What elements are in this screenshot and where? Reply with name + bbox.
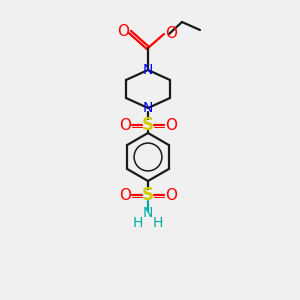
Text: O: O [119,118,131,133]
Text: O: O [119,188,131,202]
Text: O: O [165,26,177,41]
Text: S: S [142,186,154,204]
Text: N: N [143,206,153,220]
Text: O: O [165,118,177,133]
Text: O: O [165,188,177,202]
Text: S: S [142,116,154,134]
Text: O: O [117,25,129,40]
Text: H: H [153,216,163,230]
Text: N: N [143,63,153,77]
Text: N: N [143,101,153,115]
Text: H: H [133,216,143,230]
